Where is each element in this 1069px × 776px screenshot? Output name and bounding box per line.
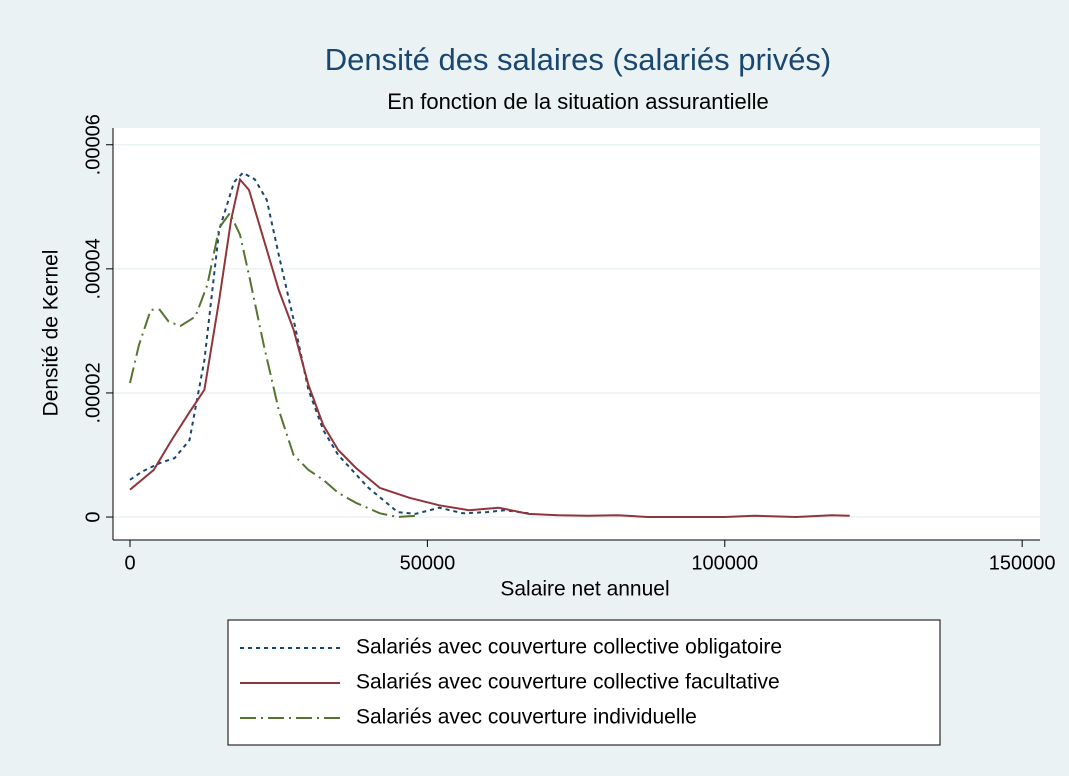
legend-box <box>227 619 941 746</box>
y-axis-label: Densité de Kernel <box>40 250 63 417</box>
x-tick-label: 50000 <box>400 552 456 574</box>
plot-area <box>113 128 1040 540</box>
y-tick-label: .00004 <box>82 238 104 299</box>
x-axis-label: Salaire net annuel <box>500 578 669 601</box>
chart-subtitle: En fonction de la situation assurantiell… <box>387 89 769 114</box>
series-line <box>129 177 850 519</box>
x-tick-label: 150000 <box>989 552 1056 574</box>
legend-label: Salariés avec couverture collective facu… <box>356 671 780 694</box>
y-tick-label: .00002 <box>82 362 104 423</box>
y-tick-label: 0 <box>82 511 104 522</box>
x-tick-label: 100000 <box>691 552 758 574</box>
legend-label: Salariés avec couverture collective obli… <box>356 636 782 659</box>
series-line <box>129 171 529 515</box>
series-line <box>129 211 416 519</box>
x-tick-label: 0 <box>124 552 135 574</box>
y-tick-label: .00006 <box>82 114 104 175</box>
chart-title: Densité des salaires (salariés privés) <box>325 42 832 77</box>
legend-label: Salariés avec couverture individuelle <box>356 706 697 729</box>
